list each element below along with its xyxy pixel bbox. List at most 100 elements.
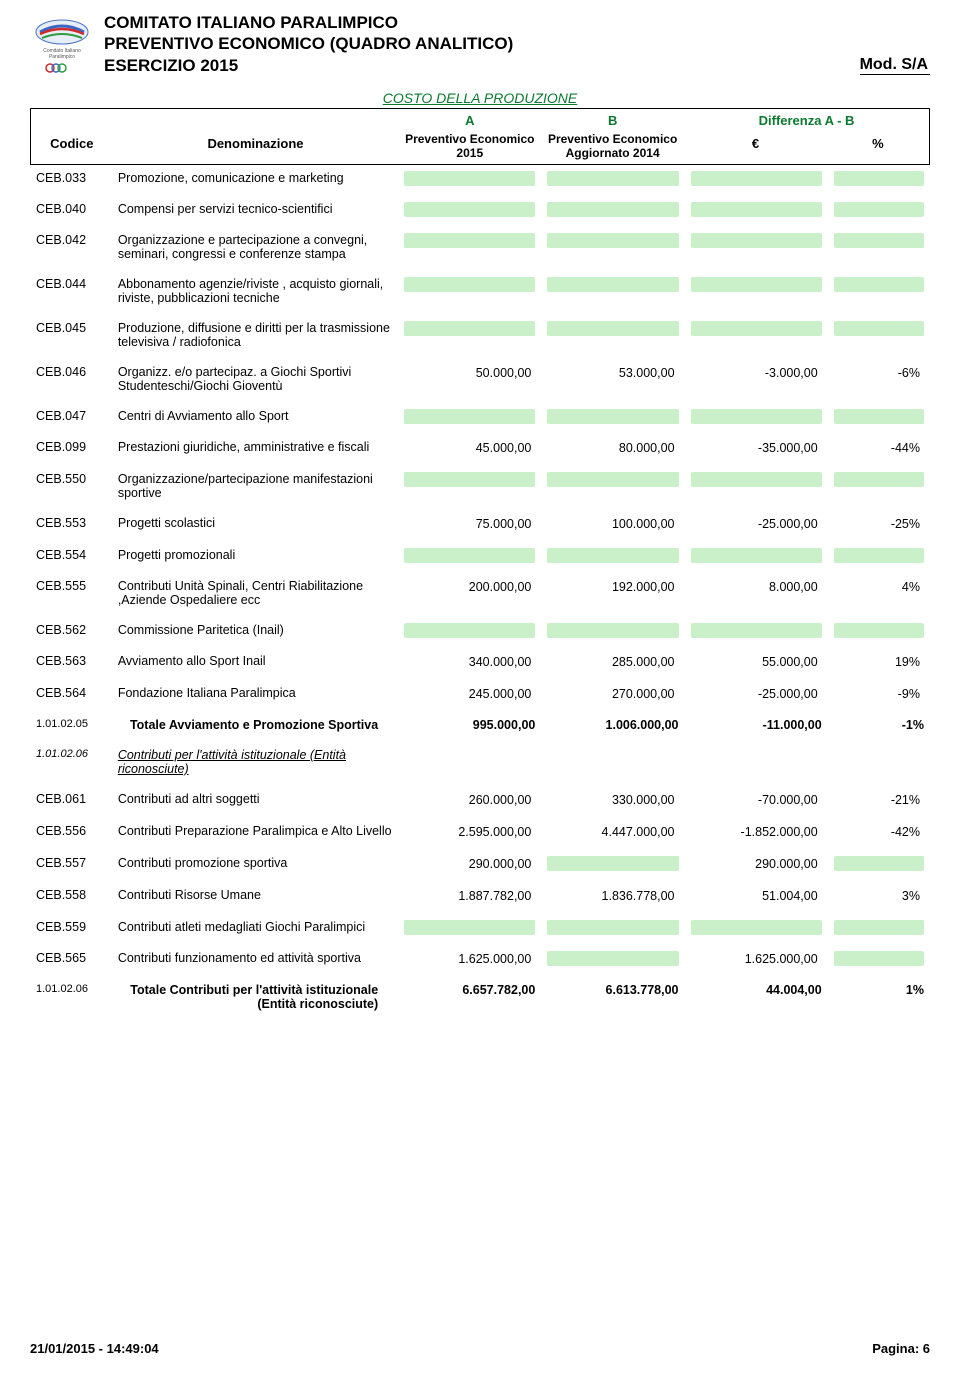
header-line3: ESERCIZIO 2015 [104,55,930,76]
row-desc: Compensi per servizi tecnico-scientifici [112,196,398,227]
logo: Comitato Italiano Paralimpico [30,12,94,76]
col-a: A [398,109,541,132]
table-row: CEB.045 Produzione, diffusione e diritti… [30,315,930,359]
row-b [541,850,684,882]
row-desc: Avviamento allo Sport Inail [112,648,398,680]
row-code: CEB.047 [30,403,112,434]
row-desc: Prestazioni giuridiche, amministrative e… [112,434,398,466]
row-a: 1.625.000,00 [398,945,541,977]
row-desc: Contributi Unità Spinali, Centri Riabili… [112,573,398,617]
row-b [541,165,684,196]
table-row: CEB.061 Contributi ad altri soggetti 260… [30,786,930,818]
row-a: 50.000,00 [398,359,541,403]
row-desc: Contributi funzionamento ed attività spo… [112,945,398,977]
col-eur: € [684,132,827,164]
row-a [398,914,541,945]
row-p: -21% [828,786,930,818]
row-b: 80.000,00 [541,434,684,466]
row-a [398,466,541,510]
row-p: 19% [828,648,930,680]
row-p [828,914,930,945]
table-row: CEB.046 Organizz. e/o partecipaz. a Gioc… [30,359,930,403]
row-code: CEB.558 [30,882,112,914]
row-b: 53.000,00 [541,359,684,403]
table-row: CEB.040 Compensi per servizi tecnico-sci… [30,196,930,227]
row-p [828,315,930,359]
header-line2: PREVENTIVO ECONOMICO (QUADRO ANALITICO) [104,33,930,54]
row-desc: Centri di Avviamento allo Sport [112,403,398,434]
row-code: CEB.559 [30,914,112,945]
row-desc: Commissione Paritetica (Inail) [112,617,398,648]
row-a [398,542,541,573]
table-row: CEB.563 Avviamento allo Sport Inail 340.… [30,648,930,680]
table-row: CEB.553 Progetti scolastici 75.000,00 10… [30,510,930,542]
row-desc: Progetti scolastici [112,510,398,542]
data-table: A B Differenza A - B Codice Denominazion… [30,108,930,1021]
row-d [685,315,828,359]
row-b [541,542,684,573]
row-a: 1.887.782,00 [398,882,541,914]
row-code: CEB.565 [30,945,112,977]
row-b: 330.000,00 [541,786,684,818]
row-d: -25.000,00 [685,510,828,542]
header-text: COMITATO ITALIANO PARALIMPICO PREVENTIVO… [104,12,930,76]
row-desc: Progetti promozionali [112,542,398,573]
row-desc: Contributi atleti medagliati Giochi Para… [112,914,398,945]
table-row: CEB.562 Commissione Paritetica (Inail) [30,617,930,648]
row-code: CEB.557 [30,850,112,882]
svg-text:Paralimpico: Paralimpico [49,54,75,60]
row-code: CEB.553 [30,510,112,542]
row-d: -25.000,00 [685,680,828,712]
row-d: -1.852.000,00 [685,818,828,850]
table-row: CEB.554 Progetti promozionali [30,542,930,573]
row-b [541,617,684,648]
row-desc: Contributi Risorse Umane [112,882,398,914]
row-b [541,227,684,271]
row-d [685,914,828,945]
row-desc: Fondazione Italiana Paralimpica [112,680,398,712]
row-a [398,196,541,227]
row-code: CEB.556 [30,818,112,850]
row-d [685,542,828,573]
row-a: 290.000,00 [398,850,541,882]
footer-timestamp: 21/01/2015 - 14:49:04 [30,1341,159,1356]
row-a: 200.000,00 [398,573,541,617]
row-code: CEB.099 [30,434,112,466]
row-p: -42% [828,818,930,850]
table-row: CEB.564 Fondazione Italiana Paralimpica … [30,680,930,712]
row-desc: Organizz. e/o partecipaz. a Giochi Sport… [112,359,398,403]
row-p [828,271,930,315]
header-line1: COMITATO ITALIANO PARALIMPICO [104,12,930,33]
row-d: 55.000,00 [685,648,828,680]
table-row: CEB.550 Organizzazione/partecipazione ma… [30,466,930,510]
row-desc: Produzione, diffusione e diritti per la … [112,315,398,359]
row-desc: Contributi ad altri soggetti [112,786,398,818]
row-a [398,165,541,196]
subsection-header: 1.01.02.06 Contributi per l'attività ist… [30,742,930,786]
row-desc: Promozione, comunicazione e marketing [112,165,398,196]
row-p: -9% [828,680,930,712]
row-d: 51.004,00 [685,882,828,914]
row-p [828,850,930,882]
row-p [828,165,930,196]
table-row: CEB.558 Contributi Risorse Umane 1.887.7… [30,882,930,914]
col-a-sub: Preventivo Economico 2015 [398,132,541,164]
row-p: -6% [828,359,930,403]
row-a: 2.595.000,00 [398,818,541,850]
row-p [828,196,930,227]
row-d [685,271,828,315]
table-row: CEB.047 Centri di Avviamento allo Sport [30,403,930,434]
table-row: CEB.559 Contributi atleti medagliati Gio… [30,914,930,945]
row-b [541,945,684,977]
row-d: 1.625.000,00 [685,945,828,977]
row-d [685,617,828,648]
row-code: CEB.046 [30,359,112,403]
col-pct: % [827,132,929,164]
mod-label: Mod. S/A [860,56,930,75]
row-code: CEB.042 [30,227,112,271]
row-d [685,403,828,434]
row-code: CEB.061 [30,786,112,818]
row-a [398,315,541,359]
row-b: 285.000,00 [541,648,684,680]
row-code: CEB.562 [30,617,112,648]
